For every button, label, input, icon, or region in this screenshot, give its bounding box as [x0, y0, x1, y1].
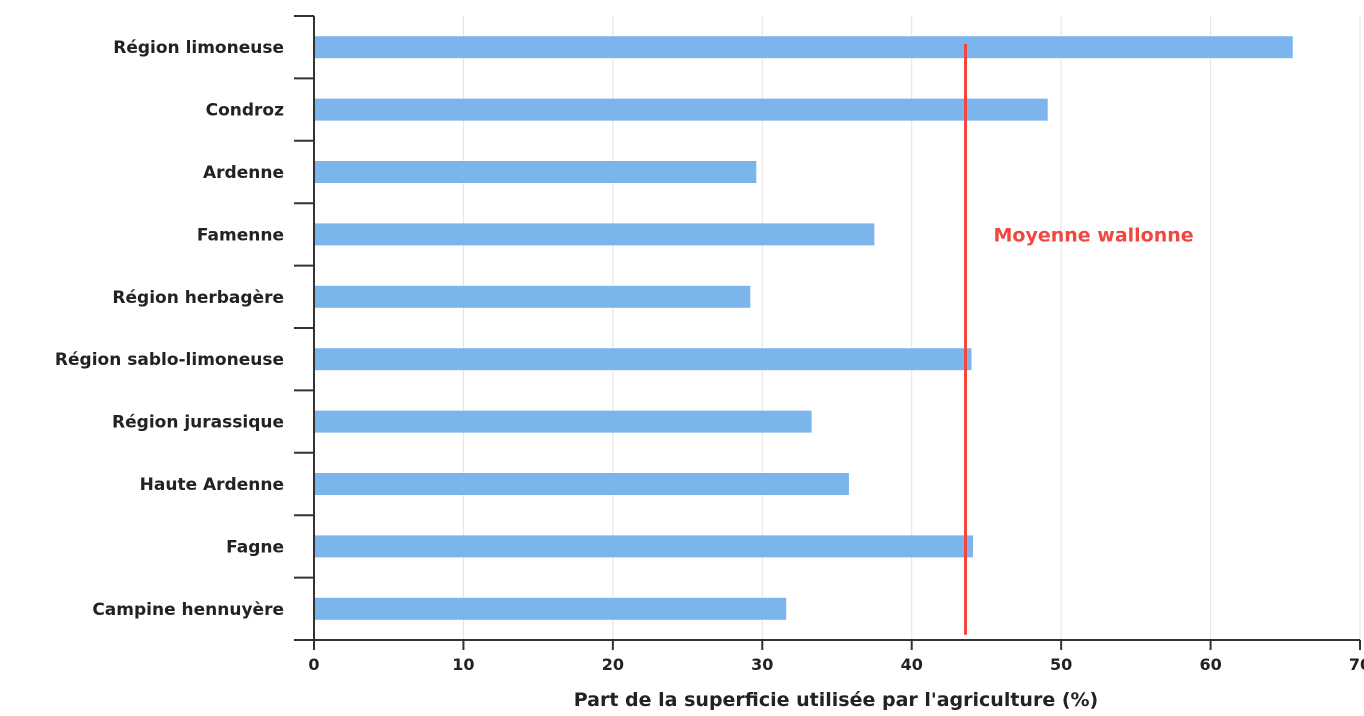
- x-tick-label: 40: [901, 655, 923, 674]
- bar: [315, 348, 972, 371]
- category-label: Région herbagère: [112, 288, 284, 308]
- bar: [315, 535, 973, 558]
- bar: [315, 161, 757, 183]
- x-tick-label: 70: [1349, 655, 1364, 674]
- bar: [315, 285, 751, 308]
- category-label: Région sablo-limoneuse: [55, 350, 284, 370]
- x-tick-label: 30: [751, 655, 773, 674]
- category-label: Famenne: [197, 225, 284, 245]
- reference-line-label: Moyenne wallonne: [994, 224, 1194, 246]
- axes: [294, 15, 1361, 650]
- labels: 0 10 20 30 40 50 60 70 Région limoneuse Condroz Ar…: [55, 38, 1364, 674]
- bar: [315, 473, 849, 495]
- bar: [315, 98, 1048, 121]
- x-tick-label: 10: [452, 655, 474, 674]
- category-label: Région limoneuse: [113, 38, 284, 58]
- category-label: Fagne: [226, 537, 284, 557]
- category-label: Haute Ardenne: [140, 475, 284, 495]
- category-label: Région jurassique: [112, 413, 284, 433]
- x-tick-label: 50: [1050, 655, 1072, 674]
- x-tick-label: 60: [1199, 655, 1221, 674]
- x-axis-title: Part de la superficie utilisée par l'agr…: [574, 689, 1098, 711]
- category-label: Condroz: [206, 101, 284, 121]
- bar: [315, 410, 812, 433]
- reference-line-group: Moyenne wallonne: [964, 44, 1194, 635]
- bar: [315, 36, 1293, 59]
- bar: [315, 597, 787, 620]
- x-tick-label: 20: [602, 655, 624, 674]
- x-tick-label: 0: [308, 655, 319, 674]
- bars: [315, 36, 1293, 620]
- category-label: Ardenne: [203, 163, 284, 183]
- bar: [315, 223, 875, 246]
- category-label: Campine hennuyère: [92, 600, 284, 620]
